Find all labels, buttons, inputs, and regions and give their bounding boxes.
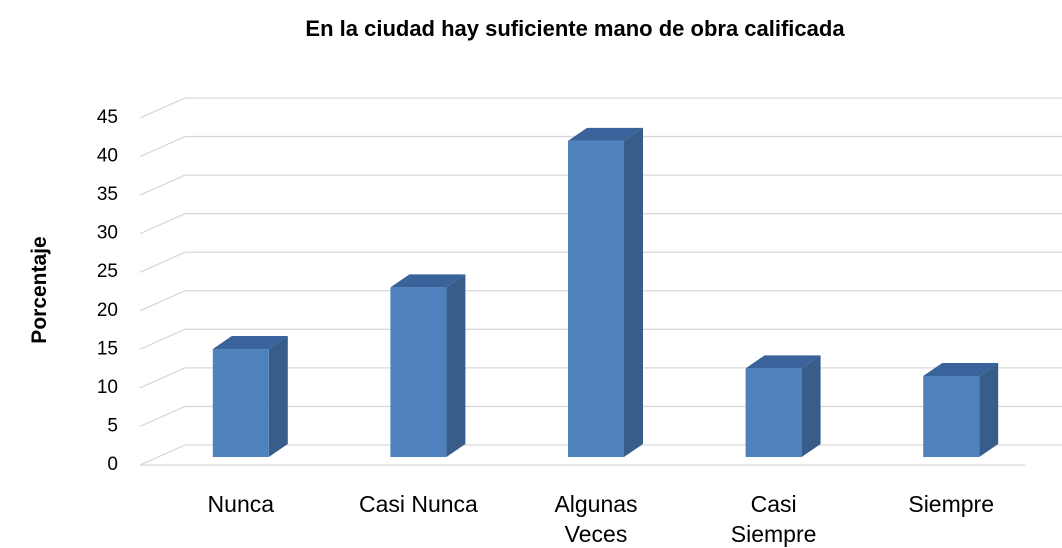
- bar: [212, 336, 288, 457]
- bar: [745, 355, 821, 457]
- bar-side: [446, 274, 466, 457]
- y-axis-label: Porcentaje: [28, 236, 51, 343]
- grid-line: [139, 290, 1062, 312]
- chart-title: En la ciudad hay suficiente mano de obra…: [305, 16, 845, 41]
- bar-side: [979, 363, 999, 457]
- grid-line: [139, 135, 1062, 158]
- x-tick-label: Casi Siempre: [731, 491, 817, 547]
- grid-line: [139, 328, 1062, 350]
- bar-front: [923, 376, 980, 457]
- bar-top: [212, 336, 288, 350]
- bar-top: [390, 274, 466, 288]
- grid-line: [139, 251, 1062, 273]
- y-tick-label: 45: [97, 107, 118, 128]
- y-tick-label: 0: [107, 454, 118, 475]
- grid-line: [139, 213, 1062, 235]
- x-tick-label: Algunas Veces: [554, 491, 637, 547]
- y-tick-label: 15: [97, 338, 118, 359]
- x-tick-label: Nunca: [208, 491, 275, 517]
- bar-side: [801, 355, 821, 457]
- y-tick-label: 20: [97, 300, 118, 321]
- bar: [923, 363, 999, 457]
- bar: [568, 127, 643, 457]
- bar-front: [745, 368, 802, 457]
- bar: [390, 274, 466, 457]
- y-tick-label: 30: [97, 223, 118, 244]
- y-tick-label: 10: [97, 377, 118, 398]
- bar-front: [568, 140, 624, 457]
- x-tick-label: Casi Nunca: [359, 491, 478, 517]
- bar-top: [745, 355, 821, 369]
- bar-top: [923, 363, 999, 377]
- x-tick-label: Siempre: [908, 491, 994, 517]
- grid-line: [139, 97, 1062, 119]
- bar-top: [568, 127, 643, 141]
- y-tick-label: 25: [97, 261, 118, 282]
- y-tick-label: 35: [97, 184, 118, 205]
- bar-side: [268, 336, 288, 457]
- y-tick-label: 5: [107, 415, 118, 436]
- y-tick-label: 40: [97, 146, 118, 167]
- bar-front: [390, 287, 447, 457]
- bar-side: [624, 127, 643, 457]
- bar-front: [212, 349, 269, 457]
- grid-line: [139, 174, 1062, 196]
